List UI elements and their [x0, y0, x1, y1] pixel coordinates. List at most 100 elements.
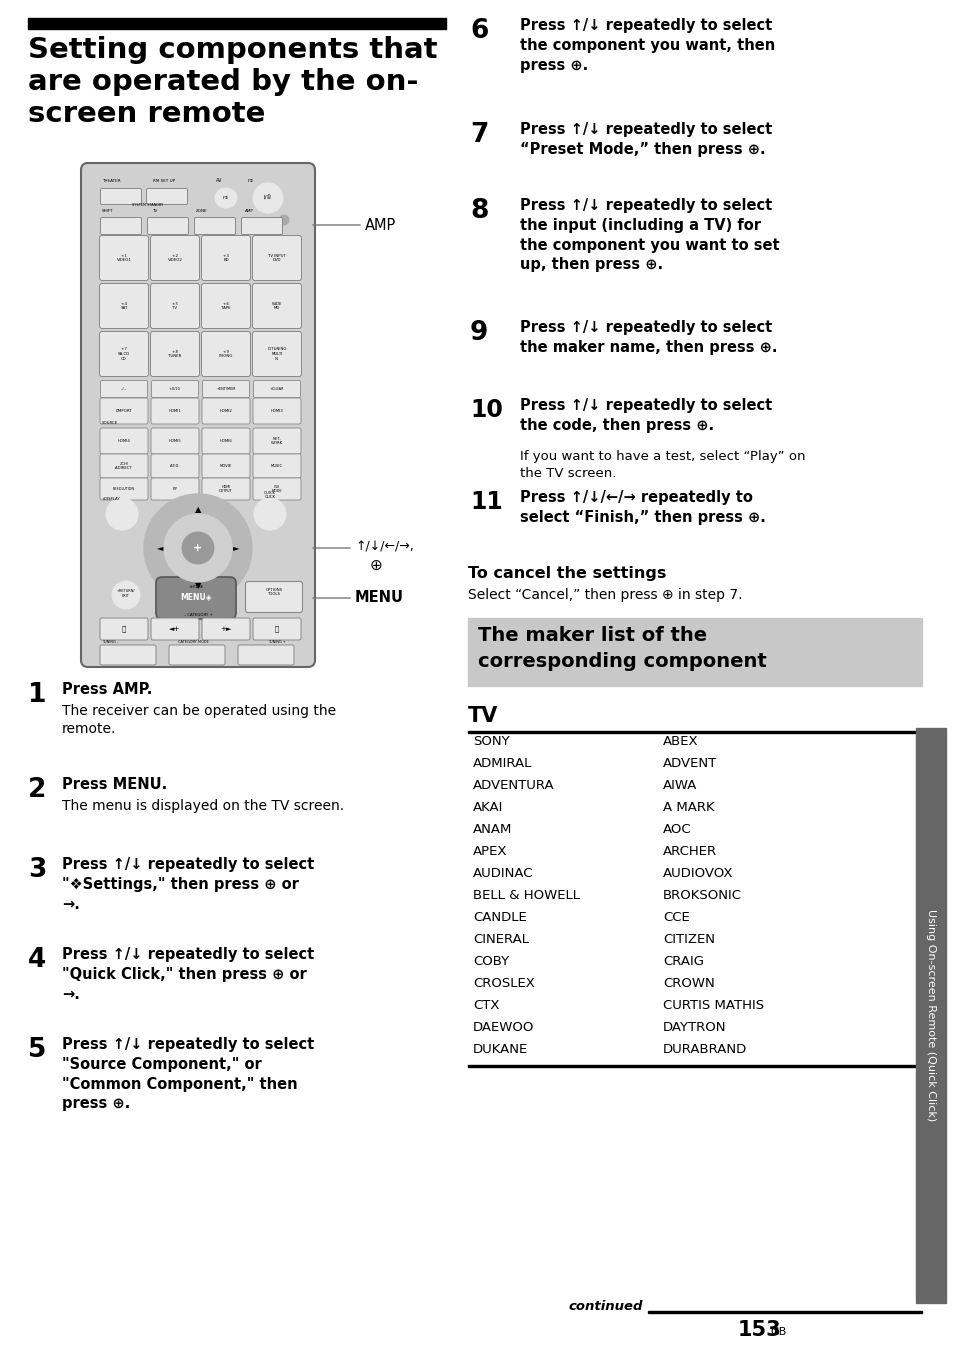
Text: Press ↑/↓ repeatedly to select
the component you want, then
press ⊕.: Press ↑/↓ repeatedly to select the compo… [519, 18, 775, 73]
FancyBboxPatch shape [253, 429, 301, 454]
Text: .-/--: .-/-- [121, 387, 127, 391]
Text: ↑/↓/←/→,: ↑/↓/←/→, [355, 539, 414, 553]
Text: Press ↑/↓ repeatedly to select
"❖Settings," then press ⊕ or
→.: Press ↑/↓ repeatedly to select "❖Setting… [62, 857, 314, 911]
FancyBboxPatch shape [253, 479, 301, 500]
Text: CCE: CCE [662, 911, 689, 923]
Text: +: + [193, 544, 202, 553]
FancyBboxPatch shape [100, 479, 148, 500]
Text: ◄: ◄ [156, 544, 163, 553]
Text: If you want to have a test, select “Play” on
the TV screen.: If you want to have a test, select “Play… [519, 450, 804, 480]
Text: HDMI6: HDMI6 [219, 439, 233, 443]
Text: AIWA: AIWA [662, 779, 697, 792]
Text: I/①: I/① [248, 178, 254, 183]
Text: +.0/10: +.0/10 [169, 387, 181, 391]
FancyBboxPatch shape [151, 284, 199, 329]
Text: GUI
MODE: GUI MODE [272, 485, 282, 493]
Text: CRAIG: CRAIG [662, 955, 703, 968]
Text: CITIZEN: CITIZEN [662, 933, 714, 946]
Text: TUNING –: TUNING – [102, 639, 118, 644]
FancyBboxPatch shape [100, 645, 156, 665]
Text: are operated by the on-: are operated by the on- [28, 68, 418, 96]
Ellipse shape [278, 215, 289, 224]
FancyBboxPatch shape [156, 577, 235, 619]
Text: Press ↑/↓/←/→ repeatedly to
select “Finish,” then press ⊕.: Press ↑/↓/←/→ repeatedly to select “Fini… [519, 489, 765, 525]
Text: AUDIOVOX: AUDIOVOX [662, 867, 733, 880]
Text: Press MENU.: Press MENU. [62, 777, 167, 792]
Text: Using On-screen Remote (Quick Click): Using On-screen Remote (Quick Click) [925, 910, 935, 1122]
Text: DAEWOO: DAEWOO [473, 1021, 534, 1034]
Text: +.2
VIDEO2: +.2 VIDEO2 [168, 254, 182, 262]
Text: CROWN: CROWN [662, 977, 714, 990]
FancyBboxPatch shape [202, 397, 250, 425]
Text: APEX: APEX [473, 845, 507, 859]
Bar [647, 1311, 921, 1313]
Text: DUKANE: DUKANE [473, 1042, 528, 1056]
Text: TUNING +: TUNING + [268, 639, 285, 644]
FancyBboxPatch shape [100, 429, 148, 454]
Text: MOVIE: MOVIE [219, 464, 232, 468]
Text: +.8
TUNER: +.8 TUNER [168, 350, 181, 358]
Ellipse shape [253, 183, 283, 214]
Text: ⊕: ⊕ [370, 558, 382, 573]
FancyBboxPatch shape [151, 397, 199, 425]
Text: CTX: CTX [473, 999, 499, 1013]
FancyBboxPatch shape [202, 618, 250, 639]
Text: RM SET UP: RM SET UP [152, 178, 175, 183]
Text: 2: 2 [28, 777, 47, 803]
Text: ARCHER: ARCHER [662, 845, 717, 859]
FancyBboxPatch shape [245, 581, 302, 612]
Text: Select “Cancel,” then press ⊕ in step 7.: Select “Cancel,” then press ⊕ in step 7. [468, 588, 741, 602]
Text: AV: AV [215, 178, 222, 183]
Text: DAYTRON: DAYTRON [662, 1021, 726, 1034]
FancyBboxPatch shape [253, 397, 301, 425]
Text: To cancel the settings: To cancel the settings [468, 566, 666, 581]
Text: CATEGORY MODE: CATEGORY MODE [178, 639, 209, 644]
Ellipse shape [164, 514, 232, 581]
FancyBboxPatch shape [202, 454, 250, 479]
Text: TV: TV [468, 706, 497, 726]
Text: Press AMP.: Press AMP. [62, 681, 152, 698]
Text: HDMI5: HDMI5 [169, 439, 181, 443]
Text: ►: ► [233, 544, 239, 553]
Text: +ENT/MEM: +ENT/MEM [216, 387, 235, 391]
Text: OPTIONS
TOOLS: OPTIONS TOOLS [265, 588, 282, 596]
Text: HDMI3: HDMI3 [271, 410, 283, 412]
Text: SHIFT: SHIFT [102, 210, 113, 214]
Text: 10: 10 [470, 397, 502, 422]
Ellipse shape [253, 498, 286, 530]
FancyBboxPatch shape [169, 645, 225, 665]
Text: 11: 11 [470, 489, 502, 514]
Text: ABEX: ABEX [662, 735, 698, 748]
FancyBboxPatch shape [151, 429, 199, 454]
FancyBboxPatch shape [202, 429, 250, 454]
Text: D.TUNING
MULTI
IN: D.TUNING MULTI IN [267, 347, 287, 361]
Text: AKAI: AKAI [473, 800, 503, 814]
Ellipse shape [106, 498, 138, 530]
Text: A.F.D.: A.F.D. [170, 464, 180, 468]
Text: DMPORT: DMPORT [115, 410, 132, 412]
Text: +.1
VIDEO1: +.1 VIDEO1 [116, 254, 132, 262]
FancyBboxPatch shape [99, 331, 149, 376]
Bar [468, 731, 921, 733]
Text: Press ↑/↓ repeatedly to select
the code, then press ⊕.: Press ↑/↓ repeatedly to select the code,… [519, 397, 771, 433]
Text: ◄+: ◄+ [170, 626, 180, 631]
Text: +HOME: +HOME [189, 585, 203, 589]
Bar [468, 1065, 921, 1067]
Text: +.4
SAT: +.4 SAT [120, 301, 128, 311]
Text: +.5
TV: +.5 TV [172, 301, 178, 311]
Text: 5: 5 [28, 1037, 47, 1063]
Text: 1: 1 [28, 681, 47, 708]
Text: WIDE
MD: WIDE MD [272, 301, 282, 311]
FancyBboxPatch shape [201, 284, 251, 329]
Text: SYSTEM STANDBY: SYSTEM STANDBY [132, 203, 164, 207]
Text: The maker list of the: The maker list of the [477, 626, 706, 645]
Text: AOC: AOC [662, 823, 691, 836]
FancyBboxPatch shape [100, 454, 148, 479]
Text: SONY: SONY [473, 735, 509, 748]
Text: Press ↑/↓ repeatedly to select
“Preset Mode,” then press ⊕.: Press ↑/↓ repeatedly to select “Preset M… [519, 122, 771, 157]
Text: DURABRAND: DURABRAND [662, 1042, 746, 1056]
Text: screen remote: screen remote [28, 100, 265, 128]
Text: HDMI2: HDMI2 [219, 410, 233, 412]
FancyBboxPatch shape [99, 235, 149, 280]
FancyBboxPatch shape [100, 218, 141, 234]
